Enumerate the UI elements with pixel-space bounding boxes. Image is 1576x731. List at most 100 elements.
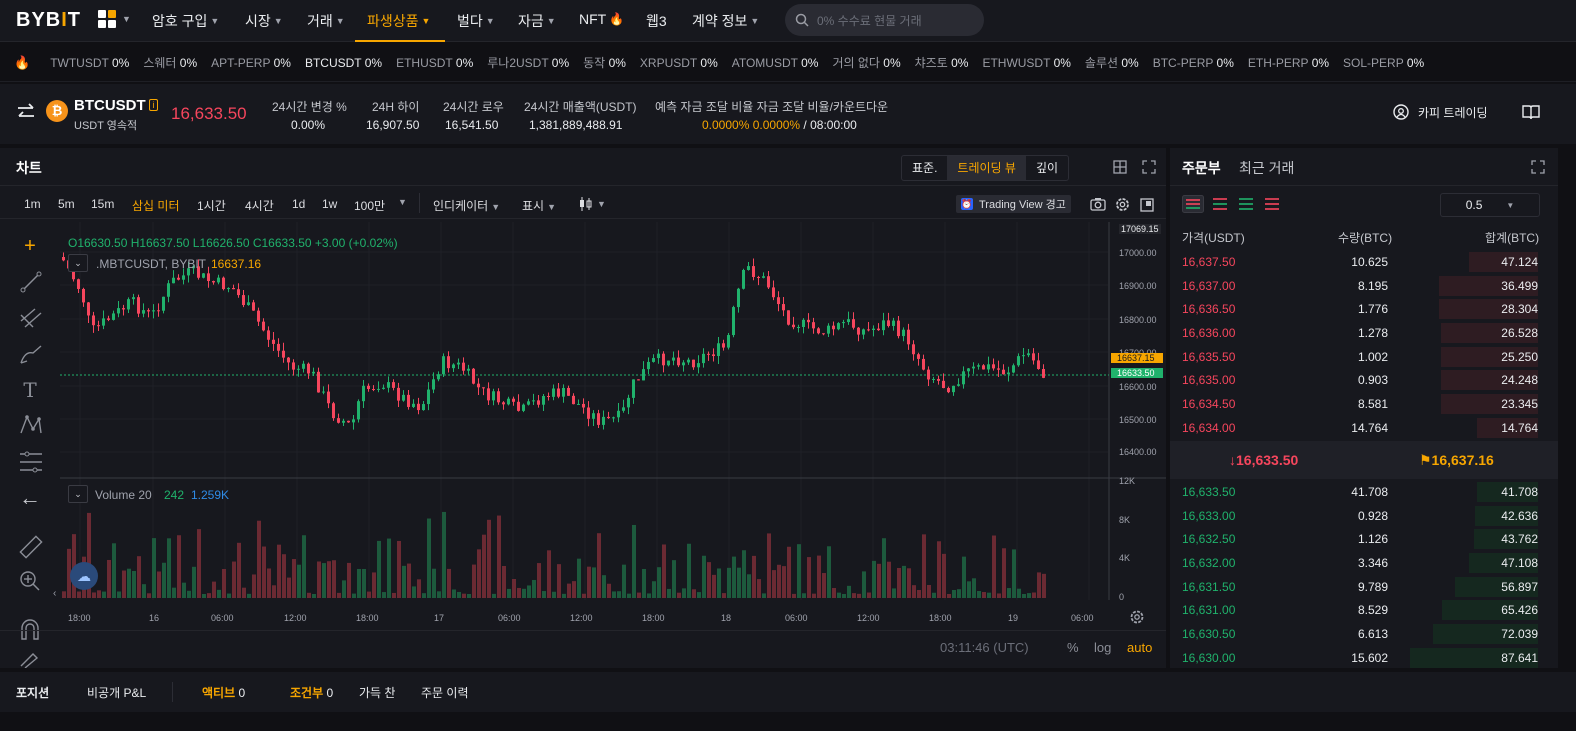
ticker-item[interactable]: SOL-PERP 0% [1343,56,1424,70]
symbol-name[interactable]: BTCUSDT [74,97,146,114]
text-tool-icon[interactable]: T [23,378,37,402]
bid-row[interactable]: 16,633.00 0.928 42.636 [1170,504,1558,528]
view-depth[interactable]: 깊이 [1035,161,1059,175]
utc-clock[interactable]: 03:11:46 (UTC) [940,640,1029,655]
parallel-channel-icon[interactable] [19,307,43,329]
nav-trade[interactable]: 거래 ▼ [307,11,345,31]
timeframe-30m[interactable]: 삼십 미터 [132,199,180,213]
asks-only-view-icon[interactable] [1263,196,1281,212]
nav-web3[interactable]: 웹3 [646,11,667,31]
brush-icon[interactable] [19,343,45,365]
ask-row[interactable]: 16,635.00 0.903 24.248 [1170,368,1558,392]
zoom-in-icon[interactable] [19,570,41,592]
trendline-icon[interactable] [20,271,42,293]
nav-derivatives[interactable]: 파생상품 ▼ [367,11,430,31]
both-sides-view-icon[interactable] [1182,195,1204,213]
arrow-left-icon[interactable]: ← [19,485,41,510]
bid-row[interactable]: 16,632.00 3.346 47.108 [1170,551,1558,575]
ticker-item[interactable]: ETHWUSDT 0% [982,56,1070,70]
ticker-item[interactable]: ATOMUSDT 0% [732,56,819,70]
bid-row[interactable]: 16,631.00 8.529 65.426 [1170,598,1558,622]
chart-fullscreen-icon[interactable] [1140,198,1154,212]
ask-row[interactable]: 16,637.00 8.195 36.499 [1170,274,1558,298]
timeframe-1M[interactable]: 100만 [354,199,386,213]
ticker-item[interactable]: 챠즈토 0% [915,54,969,71]
crosshair-icon[interactable]: + [24,235,36,257]
ask-row[interactable]: 16,637.50 10.625 47.124 [1170,250,1558,274]
fullscreen-icon[interactable] [1142,160,1156,174]
fib-retracement-icon[interactable] [19,450,43,474]
ask-row[interactable]: 16,634.00 14.764 14.764 [1170,416,1558,440]
timeframe-5m[interactable]: 5m [58,197,75,211]
tab-closed-pnl[interactable]: 비공개 P&L [87,686,147,700]
nav-assets[interactable]: 자금 ▼ [518,11,556,31]
timeframe-1d[interactable]: 1d [292,197,306,211]
axis-settings-gear-icon[interactable] [1129,609,1145,625]
timeframe-1w[interactable]: 1w [322,197,338,211]
tab-active-orders[interactable]: 액티브 0 [202,684,245,701]
ticker-item[interactable]: BTCUSDT 0% [305,56,382,70]
apps-menu-button[interactable]: ▼ [98,10,131,28]
indicators-menu[interactable]: 인디케이터 ▼ [433,197,500,214]
swap-arrows-icon[interactable] [16,103,36,121]
view-standard[interactable]: 표준. [912,161,938,175]
ask-row[interactable]: 16,636.50 1.776 28.304 [1170,297,1558,321]
ticker-item[interactable]: 솔루션 0% [1085,54,1139,71]
bid-row[interactable]: 16,632.50 1.126 43.762 [1170,527,1558,551]
ruler-icon[interactable] [18,534,44,560]
price-chart[interactable] [60,222,1166,662]
copy-trading-button[interactable]: 카피 트레이딩 [1392,103,1488,121]
ticker-item[interactable]: 루나2USDT 0% [487,54,569,71]
nav-earn[interactable]: 벌다 ▼ [457,11,495,31]
settings-gear-icon[interactable] [1115,197,1130,212]
chart-type-menu[interactable]: ▼ [578,197,606,211]
chevron-down-icon[interactable]: ▼ [398,197,407,207]
log-scale-toggle[interactable]: log [1094,640,1112,655]
expand-icon[interactable] [1531,160,1545,174]
tab-recent-trades[interactable]: 최근 거래 [1239,160,1295,176]
auto-scale-toggle[interactable]: auto [1127,640,1153,655]
timeframe-1m[interactable]: 1m [24,197,41,211]
ticker-item[interactable]: XRPUSDT 0% [640,56,718,70]
pencil-icon[interactable] [19,652,41,668]
split-view-icon[interactable] [1211,196,1229,212]
ticker-item[interactable]: 스웨터 0% [143,54,197,71]
book-icon[interactable] [1522,104,1540,120]
view-tradingview[interactable]: 트레이딩 뷰 [947,156,1026,180]
tab-filled[interactable]: 가득 찬 [359,686,396,700]
bybit-logo[interactable]: BYBIT [16,9,81,32]
camera-icon[interactable] [1090,197,1106,211]
collapse-volume-icon[interactable]: ⌄ [68,485,88,503]
collapse-toolbar-icon[interactable]: ‹ [53,588,57,599]
nav-contract-info[interactable]: 계약 정보 ▼ [692,11,759,31]
nav-markets[interactable]: 시장 ▼ [245,11,283,31]
ticker-item[interactable]: ETHUSDT 0% [396,56,473,70]
tradingview-alert-button[interactable]: ⏰ Trading View 경고 [956,195,1071,213]
timeframe-15m[interactable]: 15m [91,197,115,211]
pattern-icon[interactable] [19,413,43,437]
ticker-item[interactable]: 동작 0% [583,54,626,71]
magnet-icon[interactable] [19,619,41,641]
nav-buy-crypto[interactable]: 암호 구입 ▼ [152,11,219,31]
collapse-legend-icon[interactable]: ⌄ [68,254,88,272]
bids-only-view-icon[interactable] [1237,196,1255,212]
ticker-item[interactable]: APT-PERP 0% [211,56,291,70]
ask-row[interactable]: 16,634.50 8.581 23.345 [1170,392,1558,416]
display-menu[interactable]: 표시 ▼ [522,197,556,214]
info-icon[interactable]: i [149,99,158,111]
bid-row[interactable]: 16,630.50 6.613 72.039 [1170,622,1558,646]
ask-row[interactable]: 16,635.50 1.002 25.250 [1170,345,1558,369]
layout-grid-icon[interactable] [1113,160,1127,174]
ticker-item[interactable]: TWTUSDT 0% [50,56,129,70]
timeframe-4h[interactable]: 4시간 [245,199,274,213]
bid-row[interactable]: 16,633.50 41.708 41.708 [1170,480,1558,504]
bid-row[interactable]: 16,631.50 9.789 56.897 [1170,575,1558,599]
bid-row[interactable]: 16,630.00 15.602 87.641 [1170,646,1558,670]
precision-select[interactable]: 0.5 ▼ [1440,193,1540,217]
ticker-item[interactable]: ETH-PERP 0% [1248,56,1329,70]
ticker-item[interactable]: 거의 없다 0% [832,54,900,71]
ticker-item[interactable]: BTC-PERP 0% [1153,56,1234,70]
tab-order-history[interactable]: 주문 이력 [421,686,469,700]
search-input[interactable]: 0% 수수료 현물 거래 [785,4,984,36]
tab-orderbook[interactable]: 주문부 [1182,160,1221,176]
